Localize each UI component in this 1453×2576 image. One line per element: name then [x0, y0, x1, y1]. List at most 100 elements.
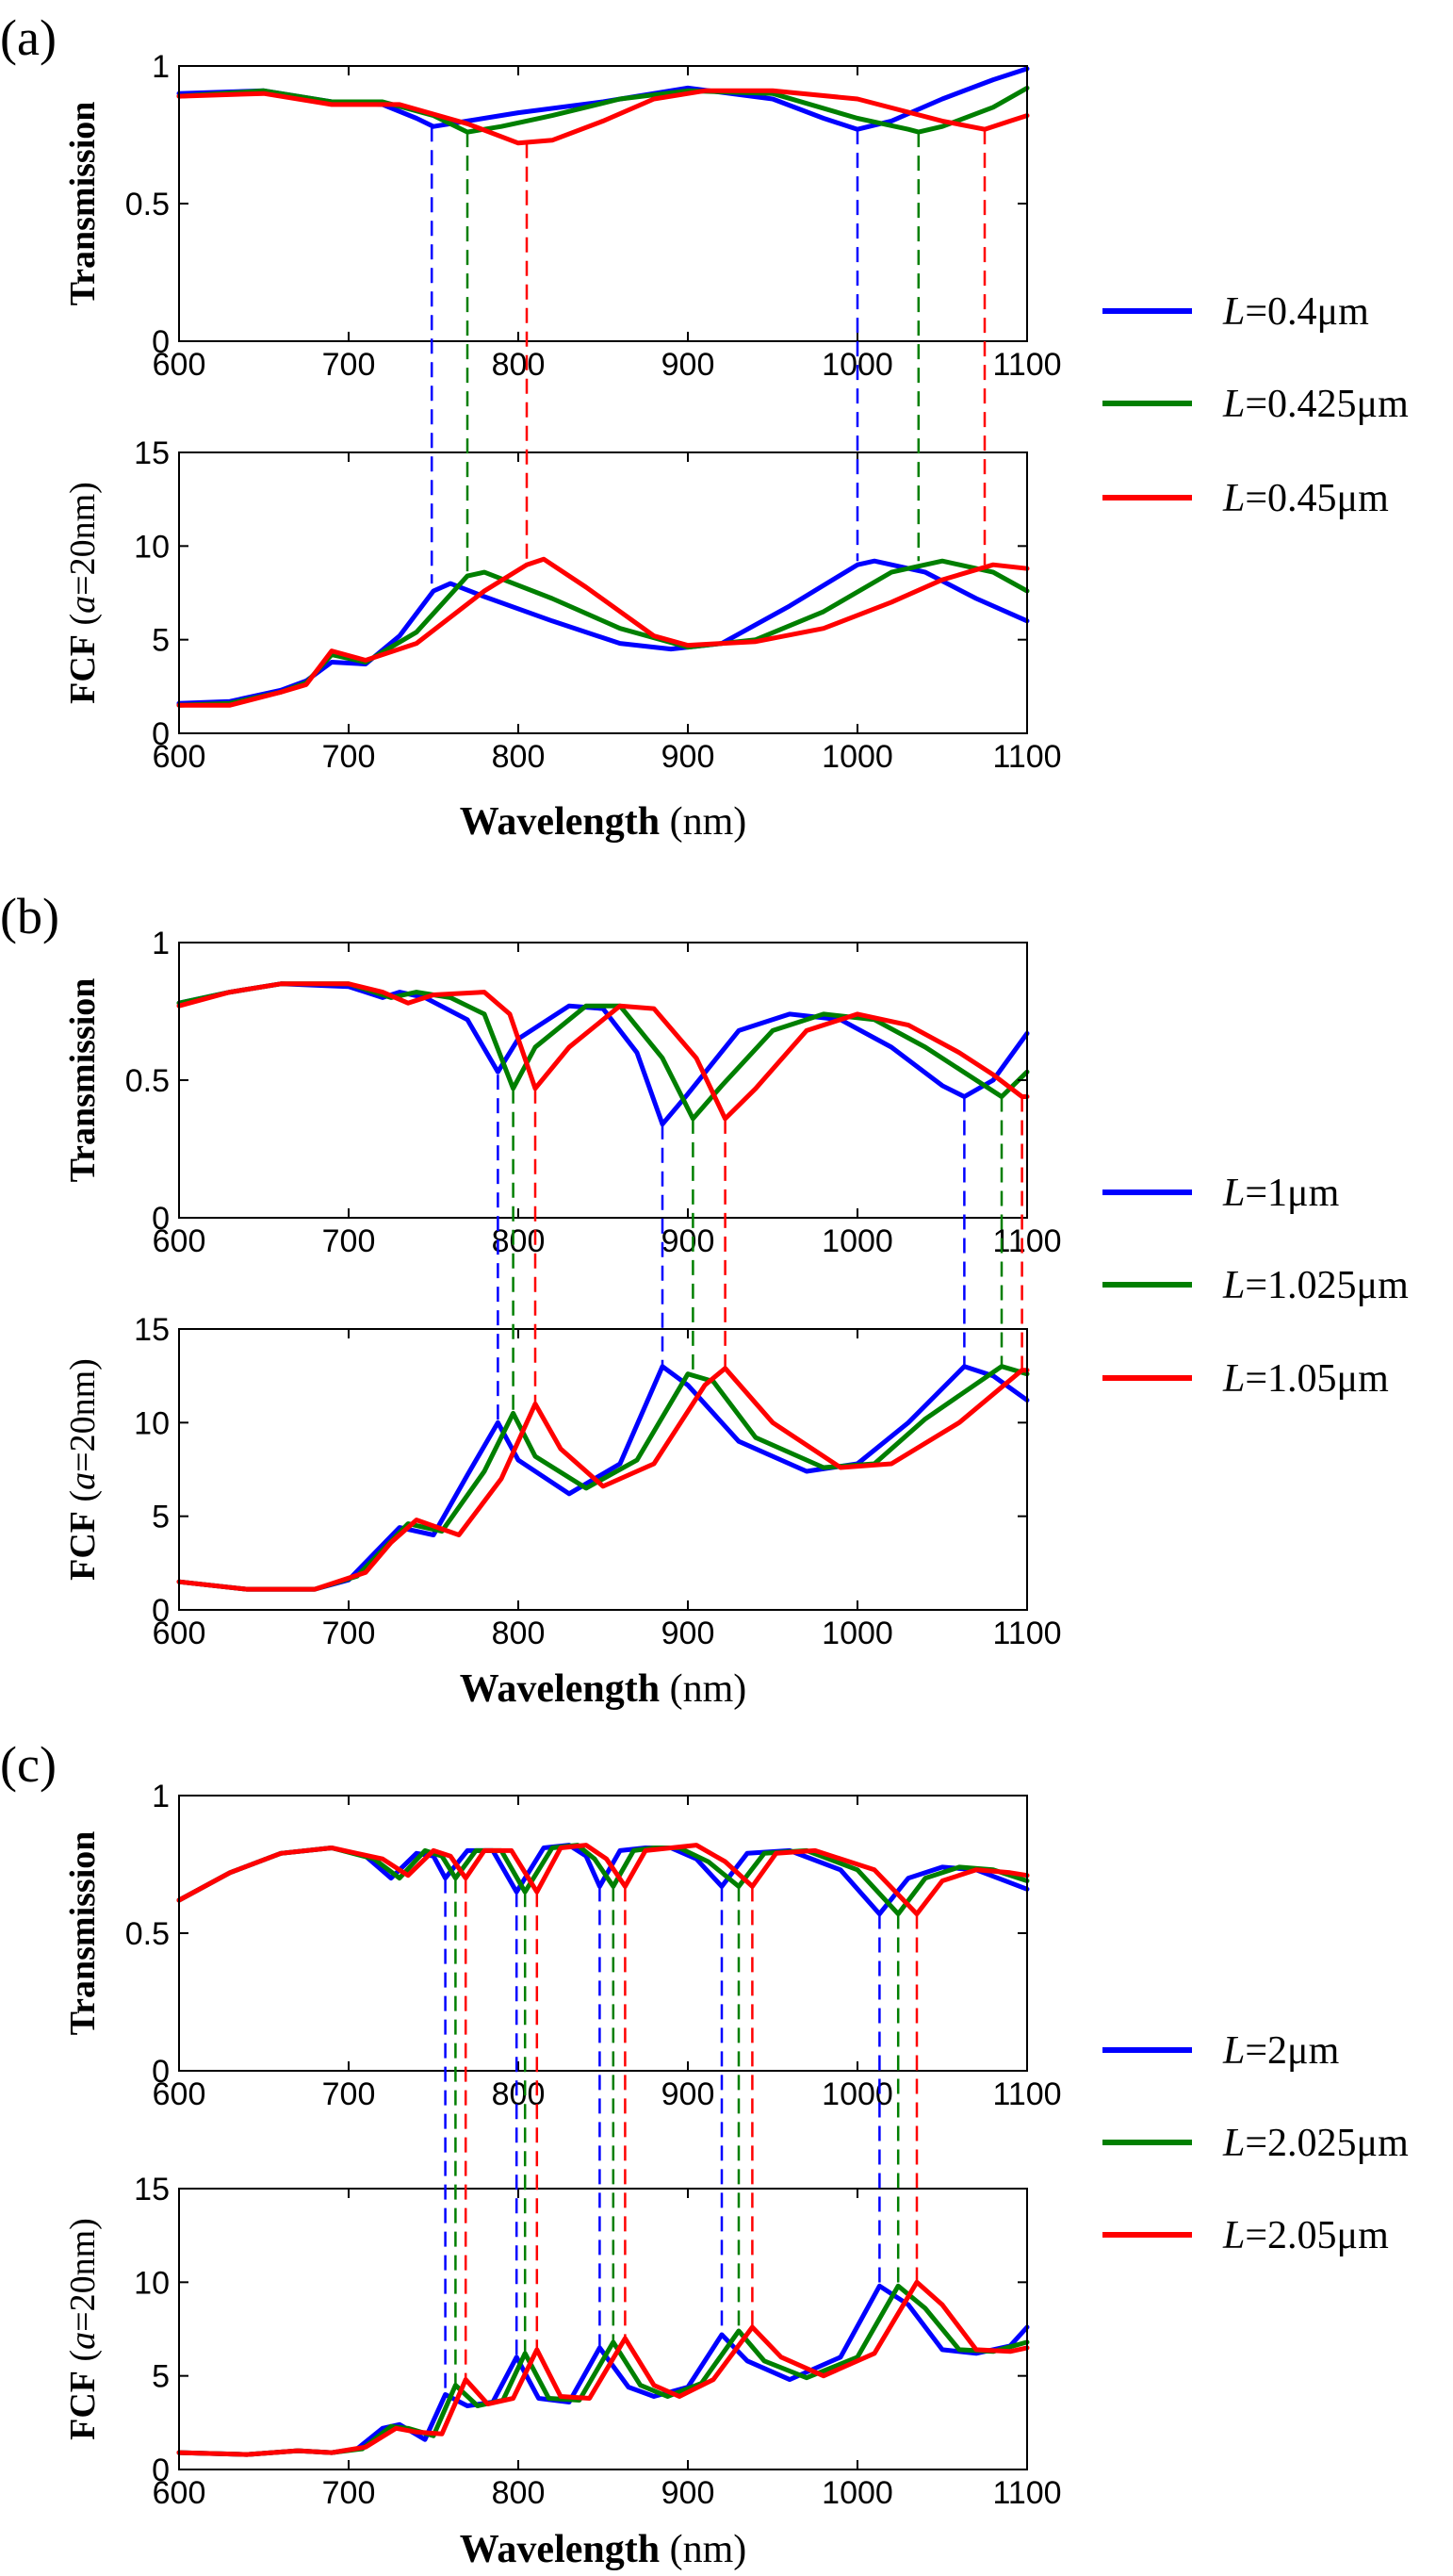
y-axis-label-paren: ( — [63, 1490, 103, 1511]
legend-entry: L=0.45μm — [1222, 477, 1389, 520]
y-axis-label-main: FCF — [63, 2371, 103, 2440]
series-line-red — [176, 1366, 1030, 1592]
legend-entry: L=2μm — [1222, 2029, 1340, 2073]
legend-var: L — [1222, 1264, 1245, 1307]
legend-value: =1μm — [1245, 1172, 1339, 1215]
legend-entry: L=2.025μm — [1222, 2122, 1409, 2165]
x-tick-label: 800 — [492, 739, 546, 775]
x-tick-label: 600 — [153, 2076, 206, 2112]
fcf-subplot: 600 700 800 900 1000 1100 0 5 10 15 FCF (a=20nm) — [63, 435, 1062, 775]
y-tick-label: 0 — [152, 716, 170, 752]
x-tick-label: 600 — [153, 1616, 206, 1651]
axes-box — [178, 65, 1028, 342]
x-axis-label: Wavelength (nm) — [460, 2528, 747, 2571]
y-tick-label: 10 — [134, 2265, 170, 2301]
y-tick-label: 0.5 — [125, 187, 170, 222]
series-line-red — [176, 1843, 1030, 1917]
x-tick-label: 900 — [661, 2076, 715, 2112]
x-tick-label: 600 — [153, 739, 206, 775]
x-tick-label: 1100 — [992, 347, 1061, 383]
y-tick-label: 5 — [152, 1500, 170, 1535]
panel-label: (a) — [0, 9, 57, 66]
x-axis-label-main: Wavelength — [460, 2528, 660, 2571]
axes-box — [178, 451, 1028, 734]
y-tick-label: 0 — [152, 2453, 170, 2488]
legend-entry: L=0.4μm — [1222, 290, 1369, 334]
x-tick-label: 700 — [322, 2475, 376, 2511]
legend-var: L — [1222, 383, 1245, 426]
x-axis-label: Wavelength (nm) — [460, 1667, 747, 1711]
panel-1: (b) 600 700 800 900 1000 1100 0 0.5 1 Transmission… — [0, 888, 1409, 1711]
x-tick-label: 700 — [322, 1223, 376, 1259]
series-line-blue — [176, 1364, 1030, 1592]
x-tick-label: 1100 — [992, 1223, 1061, 1259]
x-tick-label: 1000 — [822, 2076, 893, 2112]
y-axis-label-main: FCF — [63, 634, 103, 704]
legend-value: =1.05μm — [1245, 1357, 1389, 1401]
legend-var: L — [1222, 477, 1245, 520]
y-tick-label: 10 — [134, 529, 170, 565]
y-axis-label: FCF (a=20nm) — [63, 2218, 103, 2440]
x-tick-label: 700 — [322, 2076, 376, 2112]
y-axis-label-unit: =20nm) — [63, 482, 103, 596]
x-tick-label: 700 — [322, 347, 376, 383]
legend-value: =1.025μm — [1245, 1264, 1409, 1307]
fcf-subplot: 600 700 800 900 1000 1100 0 5 10 15 FCF (a=20nm) — [63, 2172, 1062, 2511]
legend-value: =2μm — [1245, 2029, 1339, 2073]
x-tick-label: 900 — [661, 2475, 715, 2511]
y-tick-label: 15 — [134, 2172, 170, 2207]
y-tick-label: 1 — [152, 926, 170, 961]
legend-entry: L=2.05μm — [1222, 2214, 1389, 2257]
legend-value: =2.05μm — [1245, 2214, 1389, 2257]
legend-var: L — [1222, 1172, 1245, 1215]
y-axis-label-var: a — [63, 596, 103, 614]
x-tick-label: 1000 — [822, 739, 893, 775]
y-axis-label: Transmission — [63, 1831, 103, 2036]
x-tick-label: 900 — [661, 1616, 715, 1651]
x-tick-label: 600 — [153, 1223, 206, 1259]
x-tick-label: 800 — [492, 2475, 546, 2511]
legend-var: L — [1222, 1357, 1245, 1401]
y-axis-label-paren: ( — [63, 2350, 103, 2371]
y-tick-label: 0 — [152, 1201, 170, 1237]
y-axis-label: FCF (a=20nm) — [63, 482, 103, 704]
y-tick-label: 0.5 — [125, 1063, 170, 1099]
series-line-red — [176, 981, 1030, 1122]
y-axis-label: Transmission — [63, 978, 103, 1183]
panel-0: (a) 600 700 800 900 1000 1100 0 0.5 1 Transmission… — [0, 9, 1409, 844]
panel-label: (c) — [0, 1736, 57, 1793]
series-line-red — [176, 88, 1030, 146]
x-tick-label: 600 — [153, 347, 206, 383]
y-tick-label: 0 — [152, 2054, 170, 2090]
x-tick-label: 1000 — [822, 1223, 893, 1259]
panel-label: (b) — [0, 888, 59, 944]
x-tick-label: 800 — [492, 1223, 546, 1259]
y-tick-label: 1 — [152, 1779, 170, 1814]
legend-entry: L=1.025μm — [1222, 1264, 1409, 1307]
axes-box — [178, 1328, 1028, 1611]
series-line-red — [176, 2279, 1030, 2457]
legend-entry: L=0.425μm — [1222, 383, 1409, 426]
x-axis-label-unit: (nm) — [660, 800, 746, 844]
x-tick-label: 800 — [492, 347, 546, 383]
y-tick-label: 0.5 — [125, 1916, 170, 1952]
y-tick-label: 1 — [152, 49, 170, 85]
x-tick-label: 1100 — [992, 739, 1061, 775]
legend-entry: L=1.05μm — [1222, 1357, 1389, 1401]
x-tick-label: 600 — [153, 2475, 206, 2511]
x-axis-label-main: Wavelength — [460, 1667, 660, 1711]
legend-var: L — [1222, 2214, 1245, 2257]
series-line-blue — [176, 1843, 1030, 1917]
legend-value: =0.4μm — [1245, 290, 1369, 334]
y-axis-label: Transmission — [63, 102, 103, 306]
panel-2: (c) 600 700 800 900 1000 1100 0 0.5 1 Transmission… — [0, 1736, 1409, 2571]
x-tick-label: 1100 — [992, 1616, 1061, 1651]
series-line-green — [176, 85, 1030, 135]
x-tick-label: 900 — [661, 739, 715, 775]
y-axis-label-paren: ( — [63, 614, 103, 634]
legend-value: =2.025μm — [1245, 2122, 1409, 2165]
legend-value: =0.425μm — [1245, 383, 1409, 426]
